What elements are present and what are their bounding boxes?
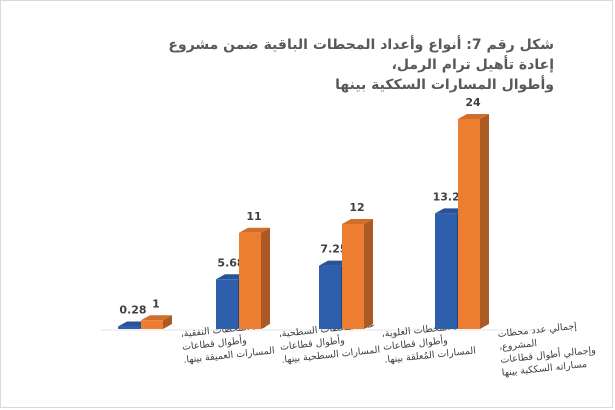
bar-side bbox=[163, 315, 172, 329]
bar-3-series-2 bbox=[342, 219, 373, 329]
bar-value-label: 7.25 bbox=[320, 243, 347, 256]
bar-side bbox=[261, 227, 270, 329]
bar-value-label: 24 bbox=[465, 96, 481, 109]
bar-4-series-2 bbox=[458, 114, 489, 329]
bar-front bbox=[458, 119, 480, 329]
bar-top bbox=[342, 219, 373, 224]
bar-front bbox=[319, 265, 341, 329]
chart-title-line-1: شكل رقم 7: أنواع وأعداد المحطات الباقية … bbox=[168, 37, 554, 73]
category-label-line: المشروع، bbox=[499, 338, 538, 353]
bar-2-series-2 bbox=[239, 227, 270, 329]
bar-front bbox=[435, 213, 457, 329]
bar-front bbox=[239, 232, 261, 329]
bar-front bbox=[141, 320, 163, 329]
category-label: إجمالي عدد محطاتالمشروع،وإجمالي أطوال قط… bbox=[497, 319, 597, 379]
bar-value-label: 0.28 bbox=[119, 304, 146, 317]
bar-top bbox=[141, 315, 172, 321]
bar-value-label: 12 bbox=[349, 201, 364, 214]
bar-top bbox=[239, 227, 270, 233]
bar-side bbox=[364, 219, 373, 329]
bar-value-label: 1 bbox=[152, 297, 160, 310]
bar-front bbox=[342, 224, 364, 329]
category-label-line: إجمالي عدد محطات bbox=[497, 321, 578, 340]
bar-value-label: 11 bbox=[246, 210, 261, 223]
bar-1-series-2 bbox=[141, 315, 172, 329]
bar-front bbox=[118, 326, 140, 329]
bar-top bbox=[458, 114, 489, 119]
chart-title-line-2: وأطوال المسارات السككية بينها bbox=[335, 77, 554, 93]
bar-front bbox=[216, 279, 238, 329]
chart-title: شكل رقم 7: أنواع وأعداد المحطات الباقية … bbox=[151, 35, 554, 95]
bar-side bbox=[480, 114, 489, 329]
bar-value-label: 5.68 bbox=[217, 256, 244, 269]
